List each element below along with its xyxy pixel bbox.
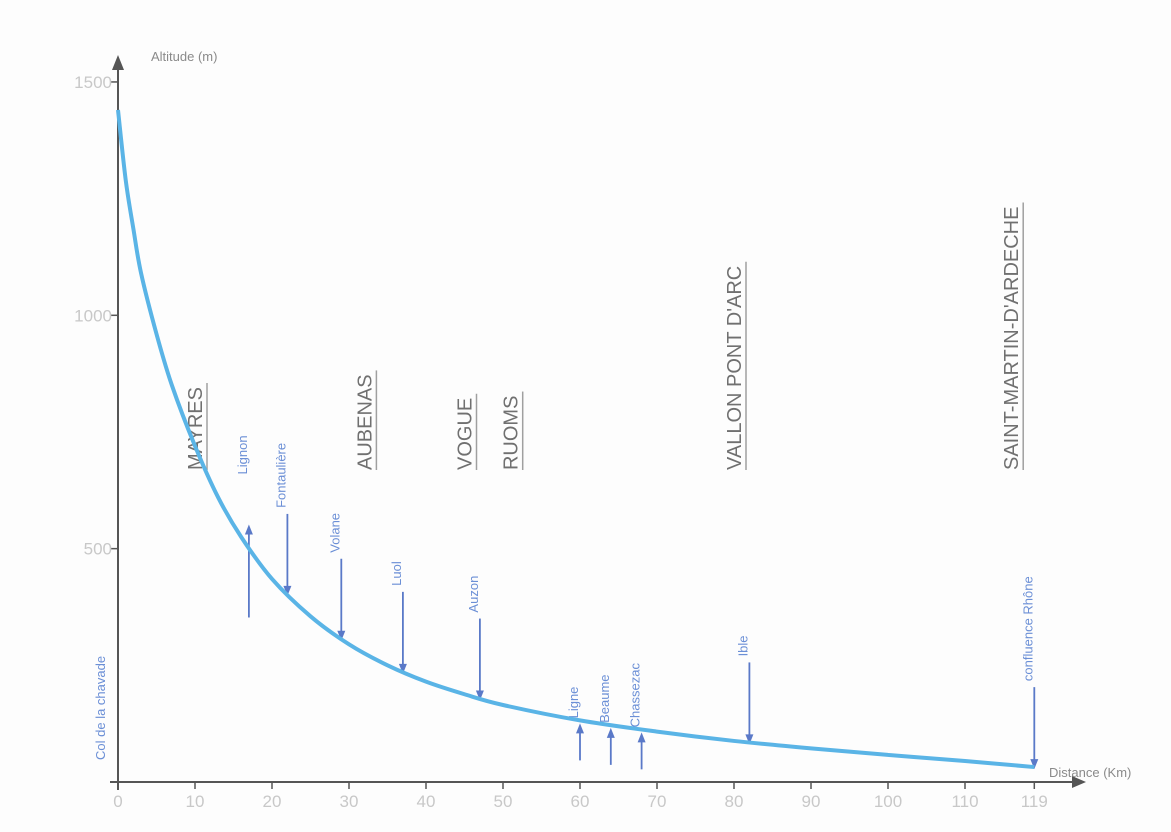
tributary-arrowhead — [244, 524, 253, 535]
axes-group — [110, 55, 1086, 790]
tributary-label: Ligne — [566, 687, 581, 719]
x-tick-label: 70 — [648, 792, 667, 811]
x-tick-label: 110 — [951, 792, 978, 811]
x-tick-label: 20 — [263, 792, 282, 811]
tributary-label: confluence Rhône — [1020, 576, 1035, 681]
tributary-arrowhead — [337, 630, 346, 641]
tributary-arrowhead — [576, 723, 584, 734]
tributary-arrowhead — [637, 732, 646, 743]
x-tick-label: 0 — [113, 792, 122, 811]
tributary-label: Chassezac — [628, 663, 643, 728]
town-label: MAYRES — [185, 387, 207, 470]
tributary-label: Lignon — [235, 435, 250, 474]
y-tick-label: 500 — [84, 540, 112, 559]
tributary-markers: Lignon Fontaulière Volane Luol Auzon Ligne Bea… — [235, 435, 1039, 770]
tributary-label: Volane — [327, 513, 342, 553]
x-tick-label: 90 — [802, 792, 821, 811]
x-tick-label: 40 — [417, 792, 436, 811]
x-tick-label: 60 — [571, 792, 590, 811]
x-axis-arrowhead — [1072, 776, 1086, 788]
town-label: VOGUE — [455, 398, 477, 470]
town-label: AUBENAS — [354, 374, 376, 470]
x-tick-label: 119 — [1021, 792, 1048, 811]
y-tick-label: 1500 — [74, 73, 112, 92]
tributary-label: Beaume — [597, 674, 612, 722]
tributary-arrowhead — [475, 690, 484, 701]
source-label: Col de la chavade — [93, 656, 108, 760]
tributary-arrowhead — [398, 663, 407, 674]
y-axis-title: Altitude (m) — [151, 49, 217, 64]
tributary-label: Luol — [389, 561, 404, 586]
altitude-profile-line — [116, 109, 1035, 770]
town-label: SAINT-MARTIN-D'ARDECHE — [1001, 207, 1023, 470]
tributary-arrowhead — [745, 734, 754, 745]
x-axis-title: Distance (Km) — [1049, 765, 1131, 780]
tributary-arrowhead — [1030, 759, 1039, 770]
town-labels: MAYRES AUBENAS VOGUE RUOMS VALLON PONT D'ARC… — [185, 202, 1024, 470]
tributary-arrowhead — [283, 585, 292, 596]
tributary-arrowhead — [606, 727, 615, 738]
x-tick-label: 30 — [340, 792, 359, 811]
tributary-label: Fontaulière — [273, 443, 288, 508]
x-tick-label: 80 — [725, 792, 744, 811]
y-ticks: 500 1000 1500 — [74, 73, 118, 559]
y-tick-label: 1000 — [74, 306, 112, 325]
tributary-label: Ible — [735, 635, 750, 656]
town-label: VALLON PONT D'ARC — [724, 266, 746, 470]
town-label: RUOMS — [501, 396, 523, 470]
x-tick-label: 10 — [186, 792, 205, 811]
tributary-label: Auzon — [466, 576, 481, 613]
y-axis-arrowhead — [112, 55, 124, 70]
x-ticks: 0 10 20 30 40 50 60 70 80 90 100 110 119 — [113, 782, 1048, 811]
x-tick-label: 50 — [494, 792, 513, 811]
x-tick-label: 100 — [874, 792, 902, 811]
